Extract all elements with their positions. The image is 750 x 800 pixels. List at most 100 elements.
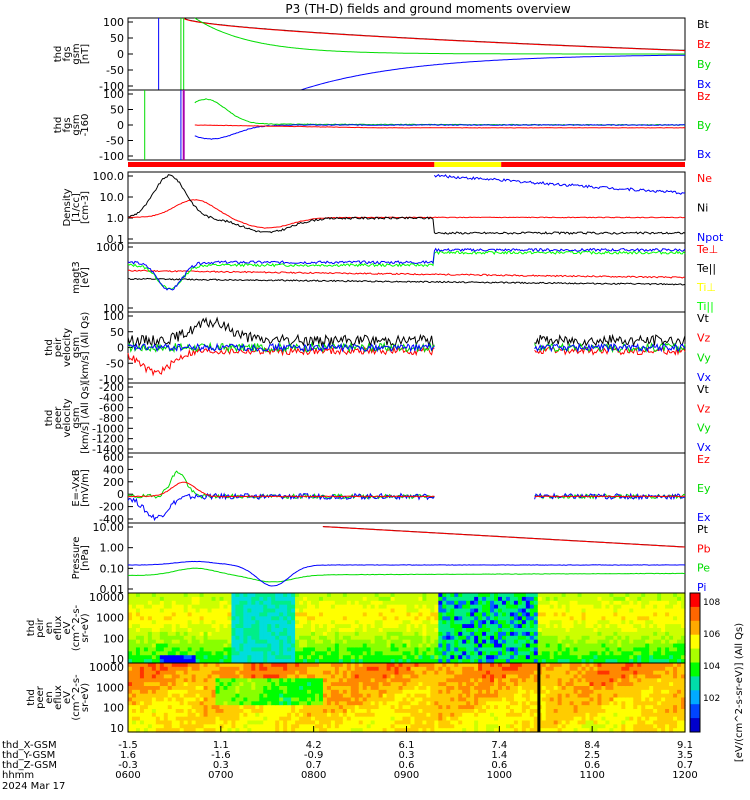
spec-cell bbox=[370, 693, 376, 699]
spec-cell bbox=[529, 712, 535, 718]
spec-cell bbox=[505, 620, 511, 625]
spec-cell bbox=[649, 643, 654, 649]
spec-cell bbox=[597, 697, 603, 702]
spec-cell bbox=[135, 697, 141, 702]
spec-cell bbox=[657, 620, 662, 625]
spec-cell bbox=[621, 728, 626, 733]
spec-cell bbox=[370, 670, 376, 676]
spec-cell bbox=[529, 693, 535, 699]
spec-cell bbox=[283, 639, 288, 645]
spec-cell bbox=[589, 663, 595, 668]
spec-cell bbox=[422, 659, 427, 664]
spec-cell bbox=[147, 624, 153, 629]
spec-cell bbox=[454, 666, 459, 672]
spec-cell bbox=[199, 689, 205, 695]
spec-cell bbox=[151, 697, 157, 702]
spec-cell bbox=[239, 712, 244, 718]
spec-cell bbox=[486, 600, 491, 606]
spec-cell bbox=[267, 659, 272, 664]
spec-cell bbox=[147, 697, 153, 702]
spec-cell bbox=[163, 689, 169, 695]
spec-cell bbox=[259, 724, 264, 729]
trace-ne bbox=[128, 199, 686, 229]
spec-cell bbox=[426, 655, 431, 660]
spec-cell bbox=[517, 663, 523, 668]
spec-cell bbox=[382, 635, 388, 641]
spec-cell bbox=[159, 651, 165, 656]
spec-cell bbox=[251, 666, 256, 672]
spec-cell bbox=[494, 678, 499, 683]
spec-cell bbox=[334, 686, 340, 691]
spec-cell bbox=[342, 678, 348, 683]
spec-cell bbox=[255, 682, 260, 687]
spec-cell bbox=[601, 651, 607, 656]
spec-cell bbox=[541, 686, 547, 691]
spec-cell bbox=[358, 593, 364, 598]
spec-cell bbox=[394, 674, 400, 679]
spec-cell bbox=[342, 728, 348, 733]
spec-cell bbox=[239, 663, 244, 668]
spec-cell bbox=[545, 674, 551, 679]
spec-cell bbox=[370, 686, 376, 691]
spec-cell bbox=[545, 720, 551, 725]
spec-cell bbox=[139, 728, 145, 733]
spec-cell bbox=[478, 631, 483, 637]
ytick-label: 200 bbox=[103, 476, 124, 489]
spec-cell bbox=[303, 689, 308, 695]
spec-cell bbox=[446, 647, 451, 652]
spec-cell bbox=[227, 631, 233, 637]
spec-cell bbox=[159, 608, 165, 614]
spec-cell bbox=[406, 701, 412, 706]
spec-cell bbox=[549, 716, 555, 722]
spec-cell bbox=[454, 678, 459, 683]
spec-cell bbox=[187, 596, 193, 602]
spec-cell bbox=[259, 701, 264, 706]
spec-cell bbox=[267, 663, 272, 668]
spec-cell bbox=[517, 689, 523, 695]
spec-cell bbox=[657, 604, 662, 610]
spec-cell bbox=[681, 608, 686, 614]
spec-cell bbox=[247, 628, 252, 633]
spec-cell bbox=[565, 693, 571, 699]
spec-cell bbox=[577, 608, 583, 614]
spec-cell bbox=[529, 686, 535, 691]
spec-cell bbox=[318, 616, 324, 621]
spec-cell bbox=[159, 624, 165, 629]
spec-cell bbox=[207, 631, 213, 637]
spec-cell bbox=[187, 659, 193, 664]
spec-cell bbox=[422, 678, 427, 683]
spec-cell bbox=[625, 604, 630, 610]
spec-cell bbox=[303, 674, 308, 679]
spec-cell bbox=[446, 666, 451, 672]
spec-cell bbox=[434, 639, 439, 645]
spec-cell bbox=[398, 628, 404, 633]
spec-cell bbox=[131, 647, 137, 652]
spec-cell bbox=[438, 697, 443, 702]
spec-cell bbox=[470, 701, 475, 706]
spec-cell bbox=[470, 608, 475, 614]
spec-cell bbox=[338, 624, 344, 629]
spec-cell bbox=[183, 682, 189, 687]
spec-cell bbox=[637, 631, 642, 637]
spec-cell bbox=[609, 670, 614, 676]
spec-cell bbox=[454, 701, 459, 706]
spec-cell bbox=[505, 701, 511, 706]
spec-cell bbox=[458, 616, 463, 621]
spec-cell bbox=[259, 686, 264, 691]
spec-cell bbox=[406, 728, 412, 733]
spec-cell bbox=[569, 720, 575, 725]
spec-cell bbox=[549, 682, 555, 687]
spec-cell bbox=[219, 666, 225, 672]
spec-cell bbox=[183, 678, 189, 683]
spec-cell bbox=[358, 612, 364, 617]
spec-cell bbox=[450, 670, 455, 676]
trace-by2 bbox=[194, 98, 686, 126]
ylabel-line: peir bbox=[35, 617, 46, 637]
spec-cell bbox=[482, 705, 487, 710]
spec-cell bbox=[462, 678, 467, 683]
spec-cell bbox=[167, 670, 173, 676]
spec-cell bbox=[525, 643, 531, 649]
spec-cell bbox=[454, 608, 459, 614]
spec-cell bbox=[251, 705, 256, 710]
spec-cell bbox=[509, 716, 515, 722]
